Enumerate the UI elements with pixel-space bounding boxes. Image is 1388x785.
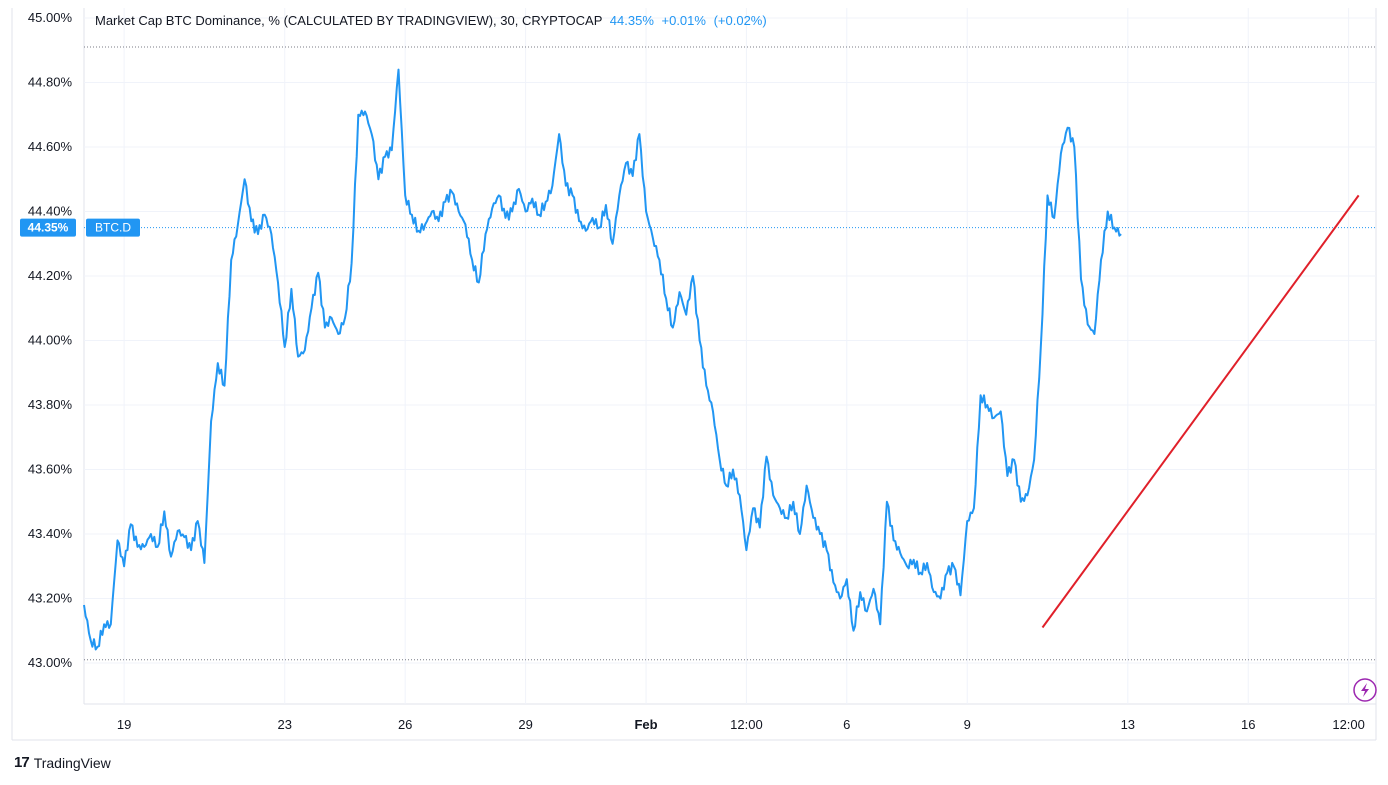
- legend-change-pct: (+0.02%): [713, 13, 767, 28]
- tradingview-logo-icon: 17: [14, 754, 30, 771]
- x-tick-label: 12:00: [1332, 717, 1365, 732]
- price-tag-value-box: [20, 218, 76, 237]
- y-tick-label: 43.00%: [28, 655, 73, 670]
- price-tag-symbol-box: [86, 218, 140, 237]
- y-tick-label: 44.00%: [28, 333, 73, 348]
- price-tag-value: 44.35%: [28, 221, 69, 235]
- y-tick-label: 43.80%: [28, 397, 73, 412]
- y-tick-label: 44.40%: [28, 204, 73, 219]
- x-tick-label: 23: [277, 717, 291, 732]
- x-axis-ticks: 19 23 26 29 Feb 12:00 6 9 13 16 12:00: [117, 717, 1365, 732]
- x-tick-label: 13: [1121, 717, 1135, 732]
- x-tick-label: 26: [398, 717, 412, 732]
- x-tick-label: 16: [1241, 717, 1255, 732]
- y-tick-label: 43.40%: [28, 526, 73, 541]
- y-tick-label: 44.60%: [28, 139, 73, 154]
- y-tick-label: 45.00%: [28, 10, 73, 25]
- x-tick-label: 12:00: [730, 717, 763, 732]
- trend-line[interactable]: [1041, 194, 1360, 629]
- last-price-tag: 44.35% BTC.D: [20, 218, 140, 237]
- y-tick-label: 44.80%: [28, 75, 73, 90]
- x-tick-label: 19: [117, 717, 131, 732]
- tradingview-attribution[interactable]: 17 TradingView: [14, 754, 111, 771]
- legend-title: Market Cap BTC Dominance, % (CALCULATED …: [95, 13, 603, 28]
- price-tag-symbol: BTC.D: [95, 221, 131, 235]
- y-axis-ticks: 45.00% 44.80% 44.60% 44.40% 44.20% 44.00% 43.8…: [28, 10, 73, 670]
- x-tick-label: 6: [843, 717, 850, 732]
- series-line: [83, 68, 1122, 651]
- x-tick-label: 29: [518, 717, 532, 732]
- lightning-icon[interactable]: [1353, 678, 1377, 702]
- x-tick-label: Feb: [634, 717, 657, 732]
- reference-lines: [84, 46, 1376, 661]
- chart-legend: Market Cap BTC Dominance, % (CALCULATED …: [95, 13, 767, 28]
- legend-change-abs: +0.01%: [661, 13, 706, 28]
- y-tick-label: 44.20%: [28, 268, 73, 283]
- brand-label: TradingView: [33, 754, 111, 771]
- y-tick-label: 43.60%: [28, 462, 73, 477]
- y-tick-label: 43.20%: [28, 591, 73, 606]
- legend-last-value: 44.35%: [609, 13, 654, 28]
- x-tick-label: 9: [964, 717, 971, 732]
